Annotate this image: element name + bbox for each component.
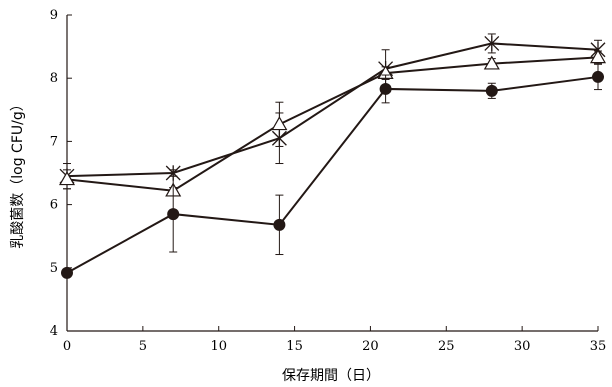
x-tick-label: 30 [514,339,531,354]
tick-labels: 4 5 6 7 8 9 0 5 10 15 20 25 30 35 [50,8,607,354]
data-point [167,208,180,221]
data-point [61,266,73,279]
data-point [592,70,604,83]
data-point [485,84,498,97]
x-tick-label: 25 [438,339,455,354]
y-tick-label: 4 [50,324,58,339]
x-tick-label: 10 [210,339,227,354]
x-tick-label: 35 [590,339,607,354]
plot-area [58,33,607,279]
data-point [484,35,500,52]
y-tick-label: 8 [50,71,58,86]
series-circle [61,63,604,279]
x-tick-label: 20 [362,339,379,354]
data-point [589,49,607,64]
y-tick-label: 5 [50,261,58,276]
series-line [66,56,599,192]
data-point [379,82,392,95]
data-point [483,55,500,70]
series-asterisk [59,33,606,190]
x-axis-title: 保存期間（日） [282,368,380,384]
y-tick-label: 9 [50,8,58,23]
y-tick-label: 6 [50,198,58,213]
x-tick-label: 5 [139,339,147,354]
x-tick-label: 15 [286,339,303,354]
series-line [66,75,599,274]
ticks [66,14,599,332]
data-point [271,116,288,131]
y-axis-title: 乳酸菌数（log CFU/g） [10,97,26,248]
series-triangle [58,49,607,197]
series-line [66,42,599,178]
data-point [273,218,286,231]
data-point [58,171,76,186]
x-tick-label: 0 [63,339,71,354]
y-tick-label: 7 [50,134,58,149]
